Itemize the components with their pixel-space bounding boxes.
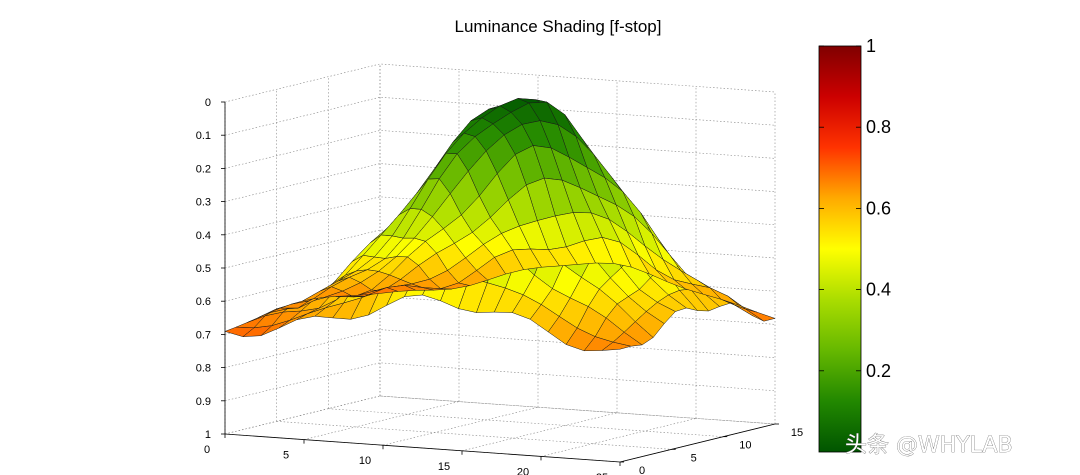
chart-title: Luminance Shading [f-stop] xyxy=(455,17,662,36)
grid-line xyxy=(224,63,776,103)
grid-line xyxy=(224,163,776,202)
colorbar: 0.2 0.4 0.6 0.8 1 xyxy=(818,36,891,453)
colorbar-tick-label: 1 xyxy=(866,36,876,56)
grid-line xyxy=(382,406,539,446)
axes-3d xyxy=(224,63,776,463)
grid-line xyxy=(224,329,776,368)
z-tick-label: 0.4 xyxy=(196,230,211,242)
z-tick-label: 0.9 xyxy=(196,396,211,408)
colorbar-tick-label: 0.8 xyxy=(866,117,891,137)
surface-cell xyxy=(745,308,776,322)
y-tick-label: 5 xyxy=(691,452,697,464)
z-tick-label: 0.2 xyxy=(196,163,211,175)
grid-line xyxy=(224,395,381,435)
z-tick-label: 0.8 xyxy=(196,363,211,375)
colorbar-tick-label: 0.6 xyxy=(866,198,891,218)
z-tick-label: 0.6 xyxy=(196,296,211,308)
x-tick-label: 15 xyxy=(438,461,450,473)
grid-line xyxy=(379,395,776,425)
grid-line xyxy=(461,412,618,452)
grid-line xyxy=(224,96,776,136)
grid-line xyxy=(303,401,460,440)
y-tick-label: 10 xyxy=(739,440,751,452)
z-tick-label: 0 xyxy=(205,97,211,109)
y-tick-label: 15 xyxy=(791,427,803,439)
y-tick-label: 0 xyxy=(639,465,645,475)
grid-line xyxy=(224,130,776,169)
grid-line xyxy=(224,362,776,402)
watermark: 头条 @WHYLAB xyxy=(845,433,1013,458)
z-tick-label: 1 xyxy=(205,429,211,441)
y-axis-line xyxy=(619,423,776,463)
colorbar-scale xyxy=(818,45,862,453)
colorbar-tick-label: 0.2 xyxy=(866,361,891,381)
z-tick-label: 0.3 xyxy=(196,197,211,209)
x-tick-label: 20 xyxy=(517,466,529,475)
x-tick-label: 0 xyxy=(204,444,210,456)
grid-line xyxy=(224,196,776,236)
axis-tick-labels: 00.10.20.30.40.50.60.70.80.9105101520250… xyxy=(196,97,803,475)
grid-line xyxy=(540,418,697,457)
x-tick-label: 10 xyxy=(359,455,371,467)
z-tick-label: 0.5 xyxy=(196,263,211,275)
z-tick-label: 0.1 xyxy=(196,130,211,142)
x-axis-line xyxy=(224,433,621,463)
z-tick-label: 0.7 xyxy=(196,329,211,341)
grid-line xyxy=(328,408,724,437)
grid-line xyxy=(224,395,776,435)
surface-mesh xyxy=(224,98,776,352)
colorbar-tick-label: 0.4 xyxy=(866,280,891,300)
grid-line xyxy=(276,421,672,450)
x-tick-label: 5 xyxy=(283,450,289,462)
x-tick-label: 25 xyxy=(596,472,608,475)
